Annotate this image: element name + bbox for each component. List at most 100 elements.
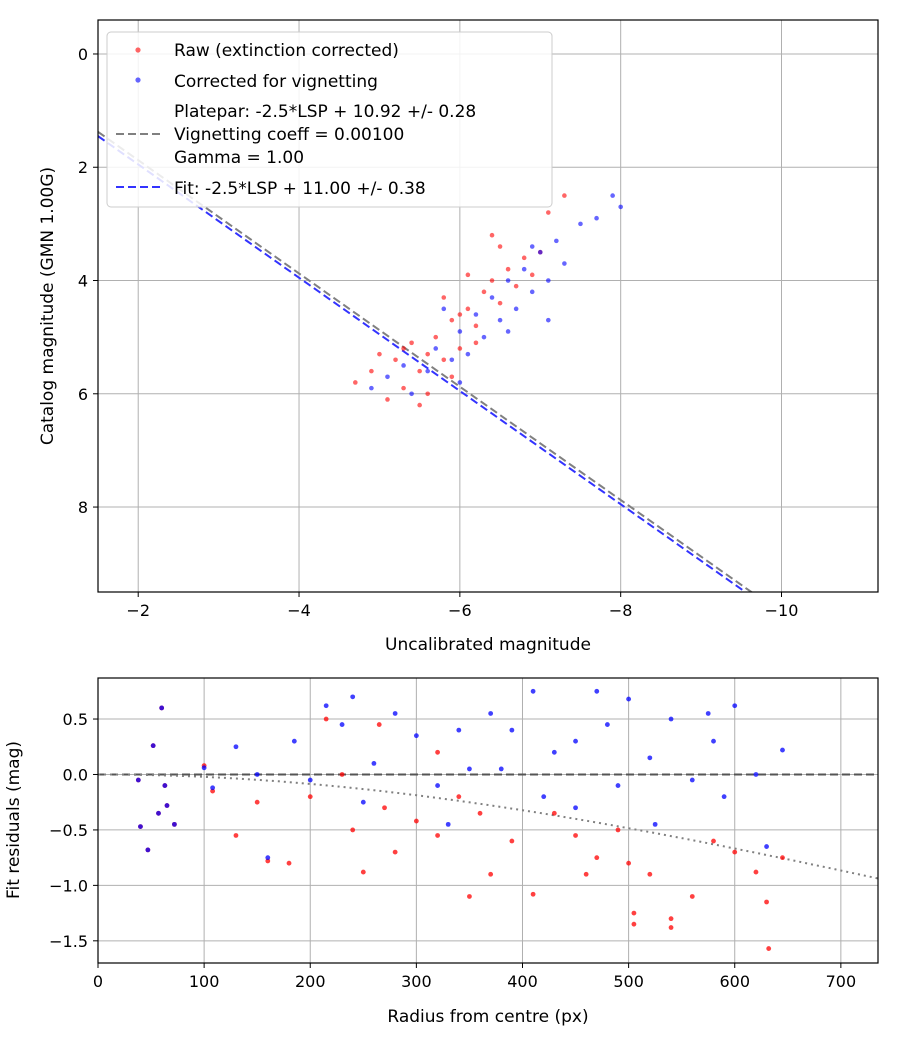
data-point xyxy=(376,722,382,727)
data-point xyxy=(413,733,419,739)
data-point xyxy=(201,765,207,771)
data-point xyxy=(457,380,463,385)
data-point xyxy=(350,827,356,833)
data-point xyxy=(489,278,495,283)
top-fit-lines xyxy=(98,131,754,592)
data-point xyxy=(350,694,356,700)
data-point xyxy=(339,722,345,727)
data-point xyxy=(291,738,297,744)
data-point xyxy=(604,722,610,727)
bottom-ticks: 0 100 200 300 400 500 600 700 0.5 0.0 −0.5 −1.0 −1.5 xyxy=(49,710,856,991)
data-point xyxy=(551,810,557,816)
data-point xyxy=(254,772,260,777)
legend: Raw (extinction corrected) Corrected for… xyxy=(106,31,553,208)
data-point xyxy=(594,855,600,861)
data-point xyxy=(449,357,455,363)
legend-platepar-label: Platepar: -2.5*LSP + 10.92 +/- 0.28 xyxy=(174,102,476,122)
top-x-axis-label: Uncalibrated magnitude xyxy=(385,635,591,655)
legend-corrected-marker xyxy=(135,77,141,83)
data-point xyxy=(668,916,674,922)
data-point xyxy=(441,295,447,300)
data-point xyxy=(307,777,313,783)
data-point xyxy=(594,215,599,221)
data-point xyxy=(417,402,422,408)
data-point xyxy=(481,289,487,295)
data-point xyxy=(689,777,695,783)
data-point xyxy=(360,799,366,805)
data-point xyxy=(573,738,578,744)
data-point xyxy=(385,397,390,402)
x-tick-label: −6 xyxy=(448,601,472,620)
data-point xyxy=(551,749,557,755)
top-plot-frame xyxy=(97,19,879,593)
data-point xyxy=(210,788,216,794)
x-tick-label: −8 xyxy=(609,601,633,620)
data-point xyxy=(618,204,623,210)
data-point xyxy=(457,329,463,334)
data-point xyxy=(377,351,382,357)
legend-box xyxy=(106,31,553,208)
x-tick-label: 100 xyxy=(189,972,220,991)
x-tick-label: −10 xyxy=(765,601,799,620)
data-point xyxy=(513,306,519,312)
data-point xyxy=(721,794,727,800)
data-point xyxy=(546,317,551,323)
data-point xyxy=(509,838,515,844)
data-point xyxy=(562,193,567,198)
data-point xyxy=(409,391,414,397)
data-point xyxy=(456,794,462,800)
data-point xyxy=(457,346,463,351)
data-point xyxy=(323,716,329,722)
data-point xyxy=(631,910,637,916)
data-point xyxy=(498,766,504,772)
data-point xyxy=(441,306,447,312)
y-tick-label: −0.5 xyxy=(49,821,88,840)
data-point xyxy=(456,727,462,733)
data-point xyxy=(233,833,239,838)
data-point xyxy=(156,810,161,816)
data-point xyxy=(353,380,358,385)
data-point xyxy=(562,261,567,266)
data-point xyxy=(554,238,559,244)
bottom-scatter-points xyxy=(135,688,785,951)
data-point xyxy=(615,827,621,833)
top-ticks: −2 −4 −6 −8 −10 0 2 4 6 8 xyxy=(78,45,799,620)
data-point xyxy=(473,323,479,329)
data-point xyxy=(488,871,494,877)
data-point xyxy=(401,363,406,368)
data-point xyxy=(521,255,527,261)
data-point xyxy=(473,312,479,317)
data-point xyxy=(529,289,535,295)
bottom-x-axis-label: Radius from centre (px) xyxy=(387,1007,588,1027)
data-point xyxy=(615,783,621,788)
data-point xyxy=(689,894,695,899)
data-point xyxy=(521,266,527,272)
data-point xyxy=(626,696,632,702)
top-y-axis-label: Catalog magnitude (GMN 1.00G) xyxy=(38,167,58,445)
vignetting-curve xyxy=(98,773,878,880)
data-point xyxy=(449,317,455,323)
data-point xyxy=(382,805,387,811)
legend-corrected-label: Corrected for vignetting xyxy=(174,72,378,92)
data-point xyxy=(393,357,398,363)
data-point xyxy=(732,849,738,855)
legend-fit-label: Fit: -2.5*LSP + 11.00 +/- 0.38 xyxy=(174,179,426,199)
data-point xyxy=(254,799,260,805)
data-point xyxy=(668,925,674,930)
data-point xyxy=(497,317,503,323)
data-point xyxy=(668,716,674,722)
data-point xyxy=(594,688,600,694)
fit-line xyxy=(98,135,748,592)
y-tick-label: 0 xyxy=(78,45,88,64)
data-point xyxy=(732,703,738,709)
data-point xyxy=(530,891,536,897)
data-point xyxy=(780,747,785,753)
x-tick-label: 600 xyxy=(719,972,750,991)
legend-raw-marker xyxy=(135,47,141,53)
data-point xyxy=(164,803,170,808)
data-point xyxy=(433,346,439,351)
data-point xyxy=(481,334,487,340)
x-tick-label: −2 xyxy=(126,601,150,620)
data-point xyxy=(705,711,711,716)
